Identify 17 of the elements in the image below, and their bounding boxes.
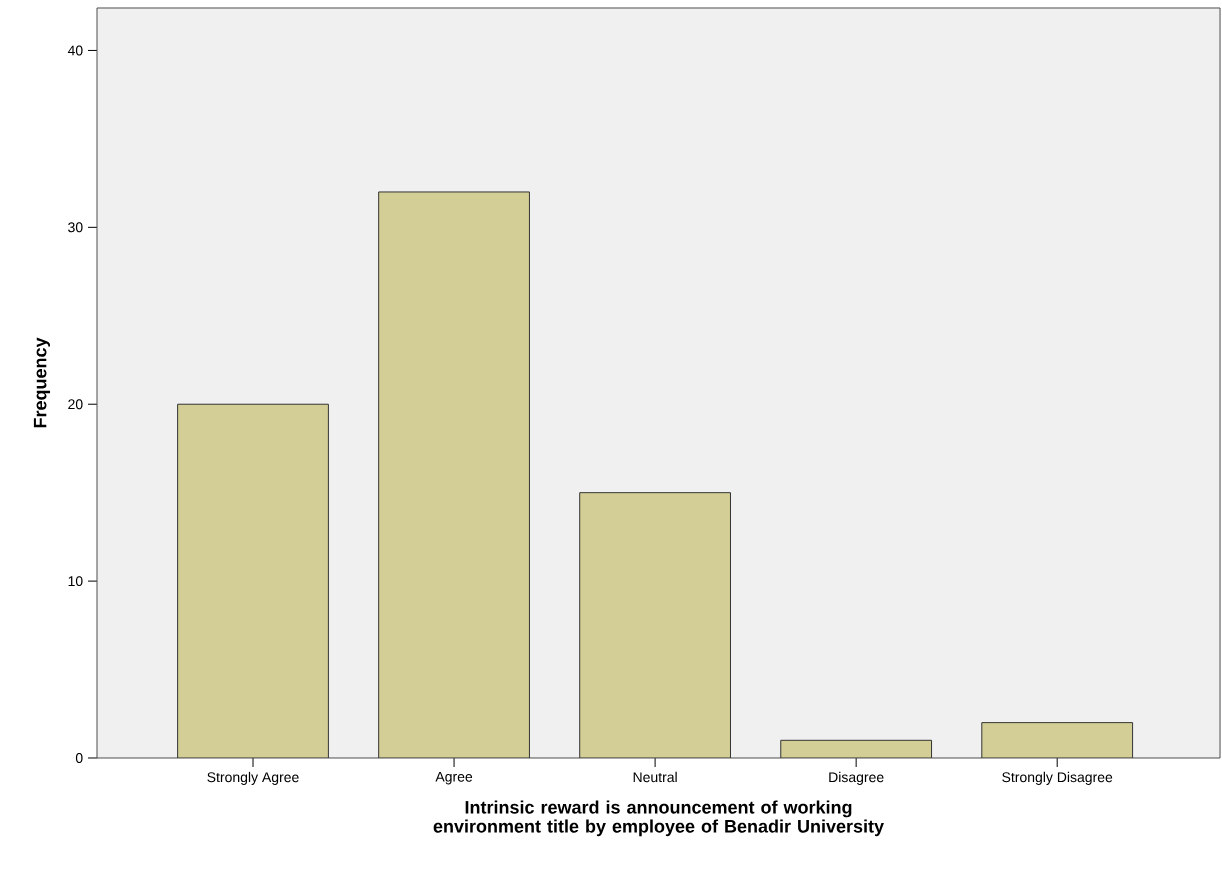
- y-tick-label: 30: [68, 222, 83, 233]
- x-axis-title: Intrinsic reward is announcement of working environment title by employee of Benadir University: [433, 800, 884, 837]
- x-tick-label: Strongly Agree: [207, 771, 299, 785]
- y-tick-label: 20: [68, 399, 83, 410]
- bar: [981, 722, 1134, 758]
- bar: [780, 739, 933, 758]
- bar: [579, 492, 731, 758]
- y-tick-label: 40: [67, 45, 83, 56]
- x-tick-label: Strongly Disagree: [1002, 771, 1113, 785]
- y-axis-title: Frequency: [33, 337, 51, 428]
- bar: [378, 191, 530, 758]
- x-tick-label: Disagree: [829, 771, 884, 785]
- x-tick-label: Neutral: [633, 771, 677, 783]
- y-tick-label: 0: [75, 753, 83, 763]
- x-tick-label: Agree: [435, 771, 473, 785]
- bar: [177, 403, 329, 758]
- y-tick-label: 10: [68, 576, 83, 587]
